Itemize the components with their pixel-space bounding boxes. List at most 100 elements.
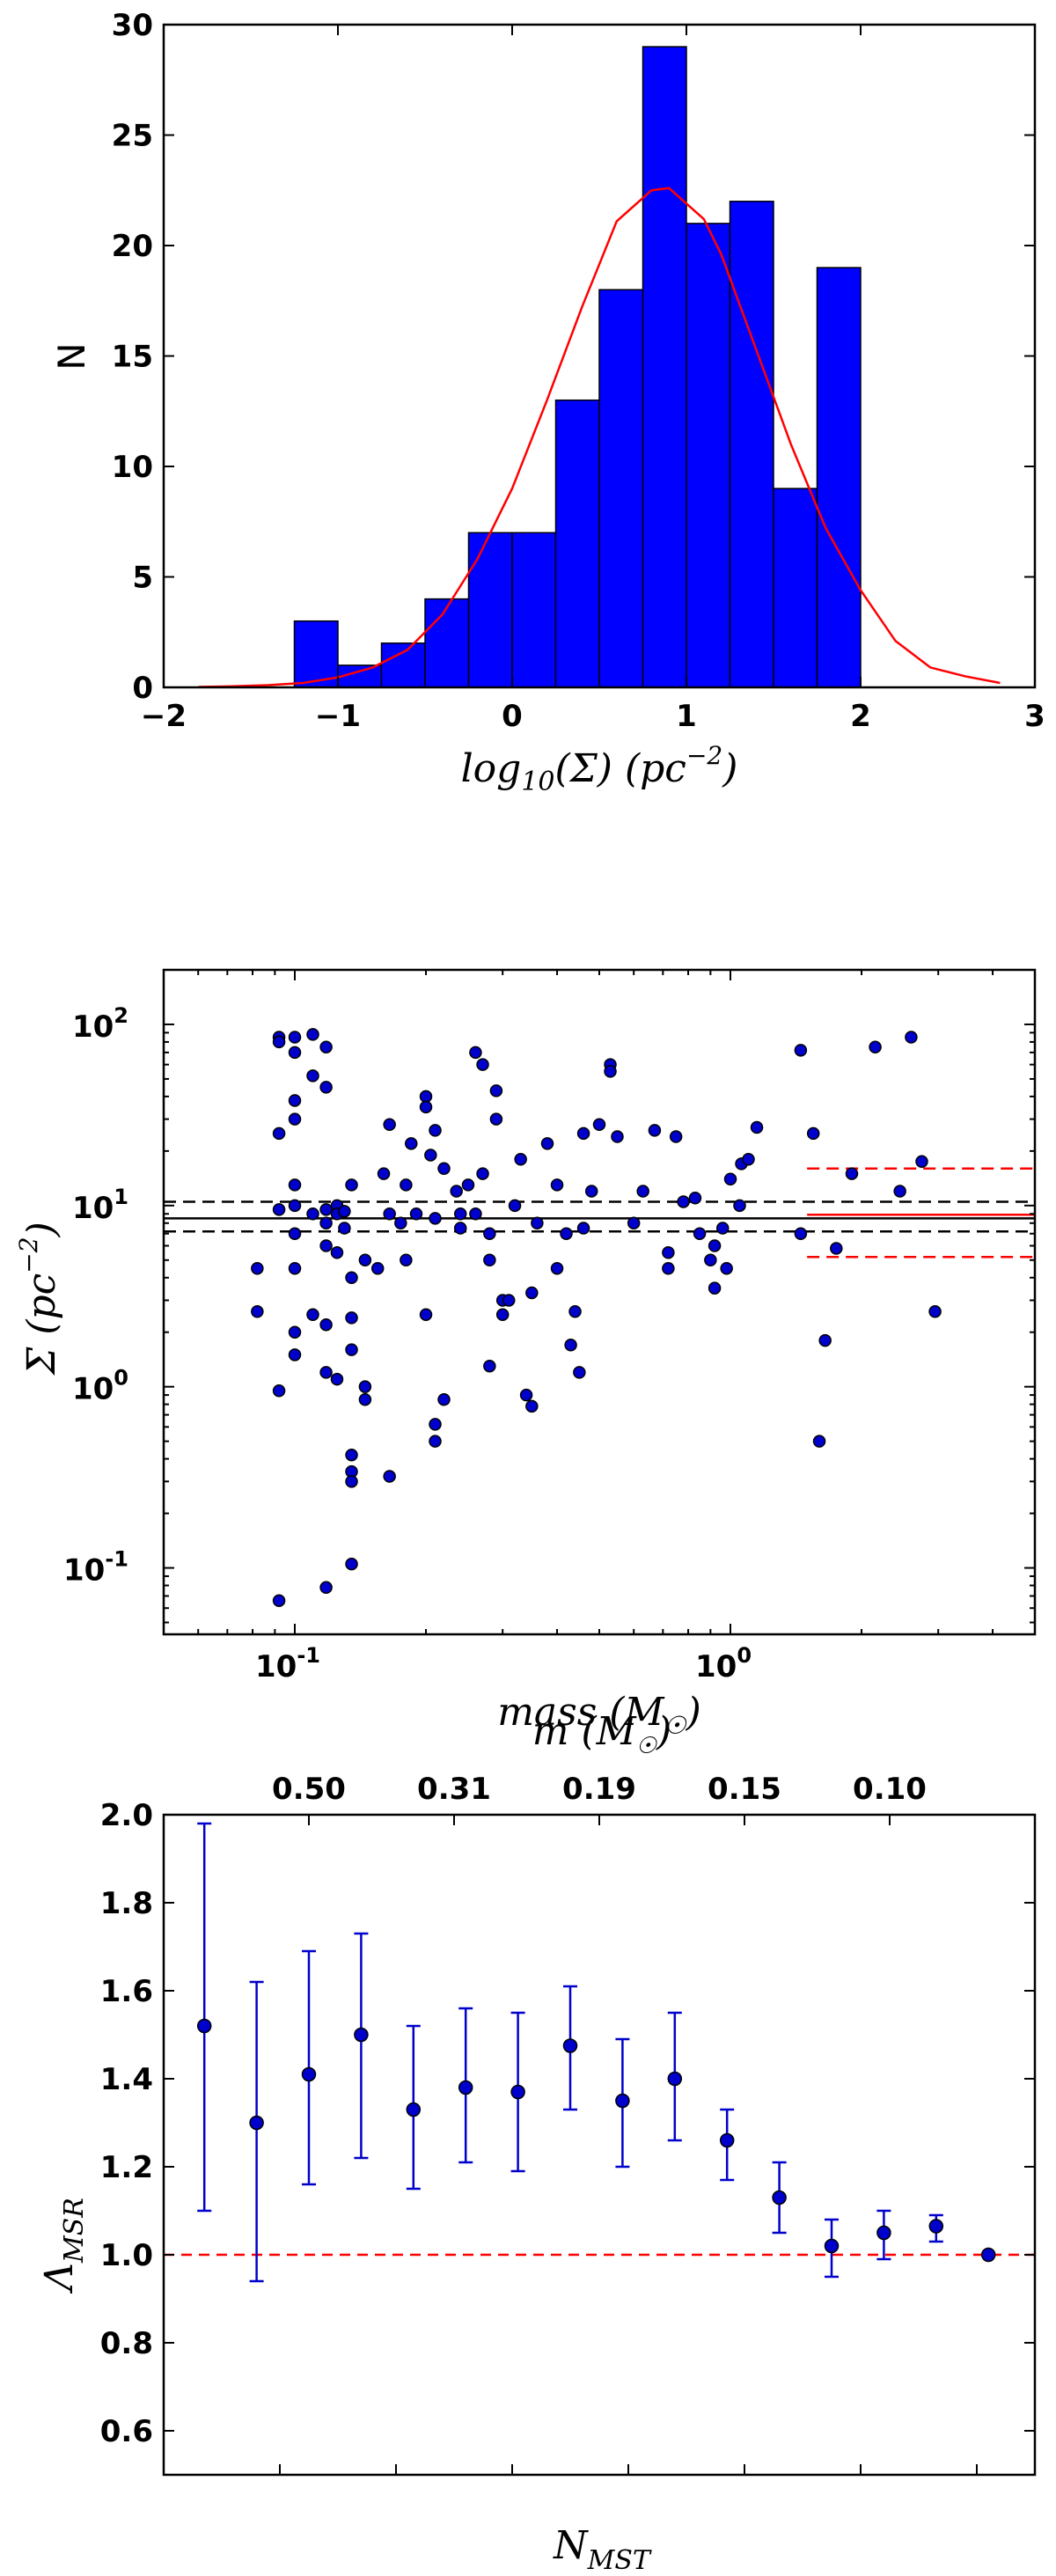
scatter-point	[419, 1308, 433, 1322]
errorbar-point	[876, 2225, 891, 2241]
histogram-x-ticks: −2 −1 0 1 2 3	[141, 25, 1045, 734]
scatter-point	[495, 1308, 510, 1322]
histogram-y-ticks: 0 5 10 15 20 25 30	[112, 8, 1035, 706]
histogram-y-tick-label: 10	[112, 450, 153, 485]
scatter-point	[708, 1281, 722, 1295]
scatter-point	[409, 1207, 423, 1221]
scatter-point	[319, 1216, 333, 1230]
scatter-point	[669, 1130, 683, 1143]
scatter-point	[461, 1178, 475, 1192]
histogram-y-tick-label: 20	[112, 229, 153, 264]
scatter-point	[288, 1325, 302, 1339]
scatter-point	[519, 1388, 533, 1402]
histogram-bar	[511, 532, 557, 688]
scatter-point	[514, 1153, 527, 1166]
scatter-point	[550, 1261, 564, 1275]
errorbar-top-tick-label: 0.15	[708, 1772, 781, 1807]
errorbar-y-tick-label: 2.0	[100, 1798, 153, 1833]
scatter-point	[288, 1178, 302, 1192]
scatter-point	[319, 1366, 333, 1379]
histogram-x-tick-label: 1	[676, 699, 697, 734]
histogram-x-tick-label: −2	[141, 699, 187, 734]
scatter-point	[708, 1239, 722, 1252]
scatter-point	[540, 1137, 554, 1150]
scatter-point	[469, 1046, 482, 1060]
scatter-point	[794, 1044, 808, 1057]
scatter-point	[400, 1253, 413, 1267]
scatter-points	[251, 1028, 942, 1607]
scatter-point	[794, 1227, 808, 1240]
scatter-point	[383, 1207, 396, 1221]
scatter-point	[319, 1040, 333, 1053]
scatter-point	[611, 1130, 624, 1143]
histogram-y-tick-label: 5	[132, 561, 153, 596]
errorbar-plot-frame	[162, 1813, 1037, 2477]
scatter-point	[319, 1203, 333, 1216]
histogram-x-axis-label: log10(Σ) (pc−2)	[461, 741, 738, 797]
histogram-bar	[816, 267, 862, 688]
scatter-point	[830, 1242, 843, 1255]
scatter-point	[806, 1127, 820, 1141]
scatter-point	[723, 1172, 737, 1185]
scatter-plot-frame	[162, 968, 1037, 1636]
scatter-point	[358, 1392, 372, 1406]
scatter-point	[688, 1192, 702, 1205]
scatter-point	[288, 1031, 302, 1044]
scatter-point	[604, 1065, 617, 1078]
scatter-point	[424, 1149, 437, 1162]
scatter-point	[345, 1557, 358, 1571]
histogram-x-tick-label: 2	[850, 699, 871, 734]
scatter-point	[693, 1227, 707, 1240]
errorbar-top-ticks: 0.50 0.31 0.19 0.15 0.10	[272, 1772, 927, 1825]
scatter-point	[704, 1253, 717, 1267]
scatter-point	[502, 1294, 516, 1307]
scatter-point	[564, 1338, 577, 1352]
errorbar-top-tick-label: 0.10	[853, 1772, 927, 1807]
histogram-y-tick-label: 25	[112, 119, 153, 154]
scatter-point	[330, 1246, 344, 1259]
scatter-point	[338, 1222, 351, 1235]
errorbar-points	[196, 1822, 996, 2283]
scatter-x-axis-label: mass (M☉)	[497, 1690, 701, 1740]
scatter-point	[742, 1153, 755, 1166]
errorbar-point	[354, 2027, 369, 2043]
histogram-bar	[773, 488, 818, 688]
errorbar-y-tick-label: 1.6	[100, 1974, 153, 2009]
scatter-point	[306, 1028, 319, 1041]
scatter-point	[531, 1216, 544, 1230]
errorbar-x-tick-label: 20	[259, 2486, 300, 2491]
errorbar-top-tick-label: 0.50	[272, 1772, 346, 1807]
scatter-point	[576, 1222, 590, 1235]
histogram-bar	[424, 598, 470, 688]
errorbar-top-tick-label: 0.19	[562, 1772, 636, 1807]
errorbar-y-tick-label: 1.0	[100, 2238, 153, 2273]
scatter-x-tick-label: 100	[695, 1643, 752, 1684]
scatter-point	[453, 1222, 467, 1235]
scatter-point	[476, 1167, 489, 1180]
scatter-point	[288, 1261, 302, 1275]
scatter-point	[573, 1366, 586, 1379]
histogram-bar	[729, 201, 774, 688]
scatter-point	[715, 1222, 730, 1235]
errorbar-x-tick-label: 120	[830, 2486, 892, 2491]
histogram-bar	[380, 642, 426, 688]
errorbar-top-axis-label: m (M☉)	[532, 1709, 671, 1759]
histogram-y-axis-label: N	[50, 342, 93, 370]
errorbar-x-axis-label: NMST	[553, 2523, 652, 2576]
scatter-point	[627, 1216, 641, 1230]
scatter-point	[358, 1380, 372, 1393]
scatter-point	[812, 1435, 826, 1448]
scatter-point	[568, 1305, 582, 1318]
scatter-point	[345, 1311, 358, 1325]
scatter-point	[330, 1372, 344, 1386]
scatter-point	[592, 1118, 606, 1132]
errorbar-panel: m (M☉) 0.50 0.31 0.19 0.15 0.10 0 20 40 60 80 100…	[100, 1709, 1037, 2491]
scatter-y-tick-label: 101	[72, 1185, 128, 1226]
scatter-point	[272, 1035, 286, 1049]
scatter-point	[429, 1418, 442, 1431]
histogram-x-tick-label: 0	[502, 699, 523, 734]
errorbar-x-tick-label: 80	[607, 2486, 649, 2491]
scatter-point	[394, 1216, 407, 1230]
scatter-point	[251, 1261, 264, 1275]
scatter-point	[345, 1178, 358, 1192]
